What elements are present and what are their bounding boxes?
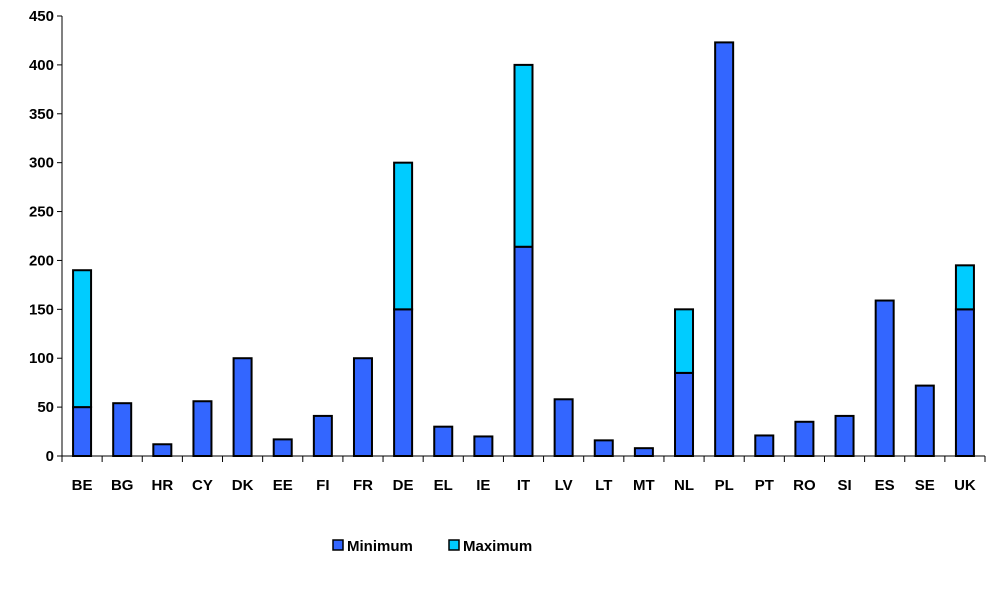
bar-minimum-cy [192,400,213,457]
x-tick-label: LT [595,477,612,494]
y-tick-label: 300 [29,155,54,172]
bar-minimum-it [513,245,534,457]
y-tick-label: 200 [29,252,54,269]
x-tick-label: FI [316,477,329,494]
bar-maximum-uk [954,264,975,311]
bar-minimum-be [72,406,93,458]
x-tick-label: CY [192,477,213,494]
bar-minimum-ro [794,420,815,457]
bars [72,41,975,458]
bar-minimum-hr [152,443,173,457]
legend: Minimum Maximum [332,538,532,555]
legend-label-maximum: Maximum [463,538,532,555]
bar-minimum-se [914,384,935,458]
x-tick-label: PL [715,477,734,494]
bar-minimum-dk [232,357,253,458]
bar-minimum-el [433,425,454,457]
bar-maximum-de [393,161,414,311]
y-tick-labels: 0 50 100 150 200 250 300 350 400 450 [29,8,54,465]
y-tick-label: 100 [29,350,54,367]
x-tick-label: RO [793,477,816,494]
x-tick-label: IE [476,477,490,494]
x-tick-label: HR [151,477,173,494]
x-tick-label: IT [517,477,530,494]
x-tick-label: ES [875,477,895,494]
bar-minimum-de [393,308,414,458]
bar-minimum-lt [593,439,614,458]
bar-minimum-nl [674,371,695,457]
bar-minimum-lv [553,398,574,457]
x-tick-label: BG [111,477,134,494]
y-tick-label: 0 [46,448,54,465]
bar-minimum-pl [714,41,735,458]
bar-maximum-it [513,63,534,248]
legend-swatch-minimum [332,539,344,551]
x-tick-label: NL [674,477,694,494]
bar-minimum-ie [473,435,494,458]
x-tick-label: DK [232,477,254,494]
x-tick-label: LV [555,477,573,494]
y-tick-label: 450 [29,8,54,25]
x-tick-label: PT [755,477,774,494]
y-tick-label: 150 [29,301,54,318]
y-tick-label: 50 [37,399,54,416]
bar-minimum-si [834,414,855,457]
bar-maximum-nl [674,308,695,374]
bar-maximum-be [72,269,93,409]
y-tick-label: 400 [29,57,54,74]
y-tick-label: 350 [29,106,54,123]
x-tick-label: EL [434,477,453,494]
bar-minimum-fi [312,414,333,457]
bar-minimum-es [874,299,895,457]
x-tick-label: BE [72,477,93,494]
bar-minimum-mt [633,447,654,457]
x-tick-label: EE [273,477,293,494]
bar-minimum-bg [112,402,133,458]
x-tick-labels: BE BG HR CY DK EE FI FR DE EL IE IT LV LT MT NL PL PT RO SI… [72,477,976,494]
x-tick-label: DE [393,477,414,494]
x-tick-label: FR [353,477,373,494]
x-tick-label: MT [633,477,655,494]
bar-minimum-ee [272,438,293,457]
y-tick-label: 250 [29,204,54,221]
legend-label-minimum: Minimum [347,538,413,555]
bar-minimum-pt [754,434,775,458]
bar-minimum-uk [954,308,975,458]
x-tick-label: SE [915,477,935,494]
bar-minimum-fr [352,357,373,458]
x-tick-label: UK [954,477,976,494]
x-tick-label: SI [837,477,851,494]
legend-swatch-maximum [448,539,460,551]
